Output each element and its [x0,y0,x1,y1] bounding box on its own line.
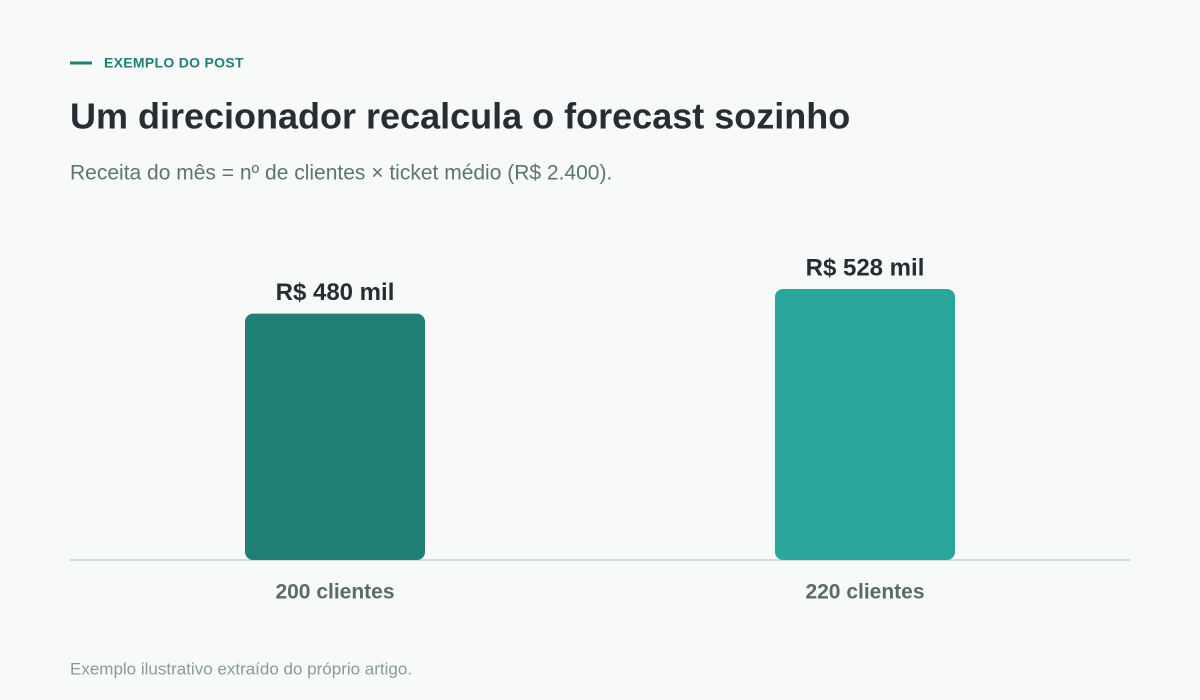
value-label: R$ 528 mil [806,254,925,281]
eyebrow: EXEMPLO DO POST [104,55,244,71]
bar [775,288,955,560]
footnote: Exemplo ilustrativo extraído do próprio … [70,659,412,678]
x-tick-label: 220 clientes [805,581,924,604]
value-label: R$ 480 mil [276,279,395,306]
x-tick-label: 200 clientes [275,581,394,604]
chart-subtitle: Receita do mês = nº de clientes × ticket… [70,162,612,185]
chart-title: Um direcionador recalcula o forecast soz… [70,96,850,137]
bar [245,313,425,560]
